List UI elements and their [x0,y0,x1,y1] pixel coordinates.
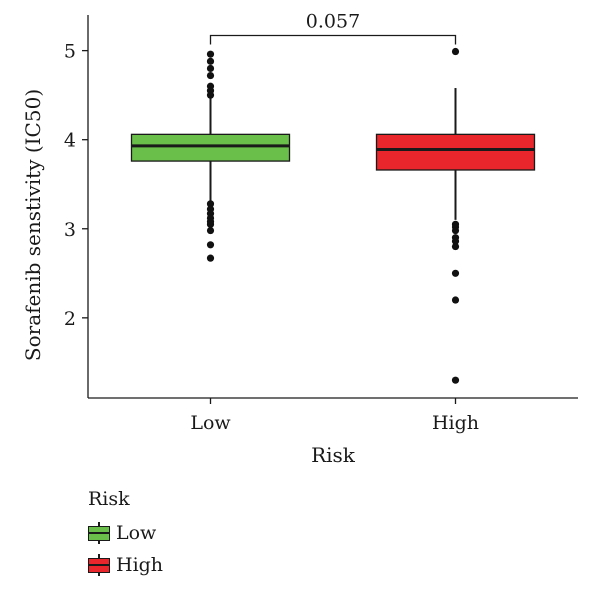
x-axis-label: Risk [311,443,356,467]
y-axis: 2 3 4 5 [64,15,89,398]
legend-item-high: High [88,552,163,578]
y-axis-label: Sorafenib senstivity (IC50) [21,89,45,361]
legend-title: Risk [88,488,130,510]
x-axis: Low High [88,397,578,434]
box-plot: 2 3 4 5 Low High 0.057 Sorafenib senstivity … [21,10,578,467]
legend-label-high: High [116,554,164,576]
outlier-point [451,226,460,235]
legend: Risk Low High [88,488,163,584]
y-tick-label: 3 [64,219,76,241]
outlier-point [451,376,460,384]
outlier-point [206,57,215,65]
outlier-point [451,269,460,277]
outlier-point [206,91,215,99]
y-tick-label: 4 [64,130,76,152]
box-low [130,50,291,262]
outlier-point [206,200,215,208]
box-body [130,133,291,162]
outlier-point [451,237,460,245]
comparison-bracket: 0.057 [209,10,457,45]
box-high [375,47,536,384]
outlier-point [206,226,215,235]
legend-item-low: Low [88,520,163,546]
outlier-point [206,50,215,58]
x-tick-label: Low [190,412,231,434]
p-value-label: 0.057 [306,10,360,32]
outlier-point [451,242,460,251]
outlier-point [206,71,215,80]
legend-key-high [88,554,110,576]
y-tick-label: 2 [64,308,76,330]
outlier-point [206,254,215,262]
legend-label-low: Low [116,522,157,544]
outlier-point [206,64,215,73]
outlier-point [206,220,215,228]
outlier-point [451,47,460,56]
x-tick-label: High [432,412,479,434]
outlier-point [206,241,215,249]
legend-key-low [88,522,110,544]
outlier-point [451,296,460,304]
box-body [375,133,536,171]
boxes [130,47,536,384]
comparison-line [209,34,457,45]
y-tick-label: 5 [64,41,76,63]
